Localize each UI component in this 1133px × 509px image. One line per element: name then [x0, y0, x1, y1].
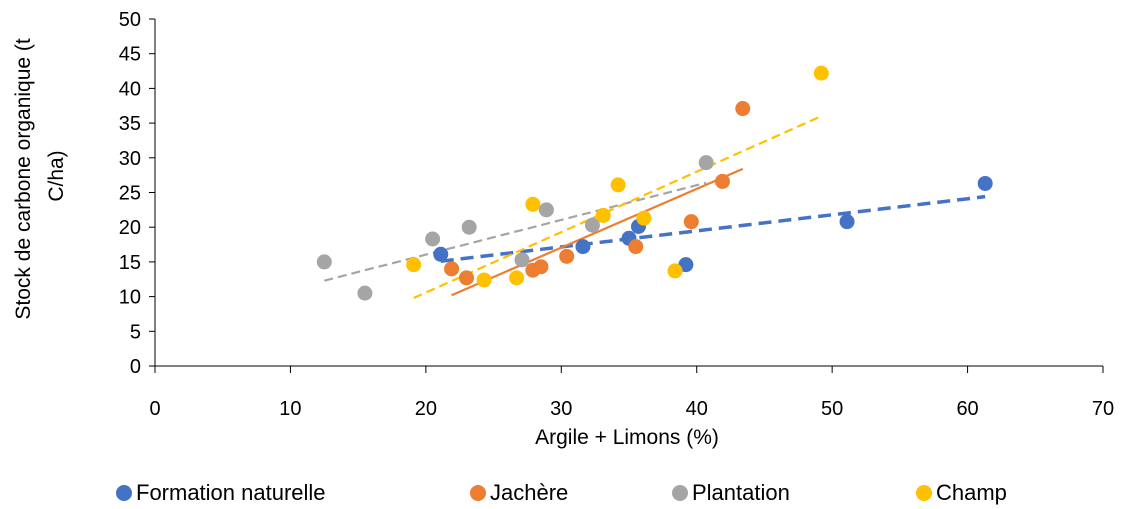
- point-jach-re: [628, 239, 644, 255]
- legend-item-formation-naturelle: Formation naturelle: [116, 480, 326, 505]
- point-formation-naturelle: [433, 246, 449, 262]
- point-champ: [595, 207, 611, 223]
- point-formation-naturelle: [575, 239, 591, 255]
- point-champ: [406, 257, 422, 273]
- point-jach-re: [683, 214, 699, 230]
- point-champ: [610, 177, 626, 193]
- x-axis-title: Argile + Limons (%): [535, 426, 719, 449]
- point-jach-re: [533, 259, 549, 275]
- point-plantation: [461, 219, 477, 235]
- point-jach-re: [458, 270, 474, 286]
- point-formation-naturelle: [839, 214, 855, 230]
- point-formation-naturelle: [977, 175, 993, 191]
- point-jach-re: [559, 248, 575, 264]
- legend-marker-champ: [916, 485, 932, 501]
- point-formation-naturelle: [678, 257, 694, 273]
- legend-item-jachere: Jachère: [470, 480, 568, 505]
- legend-item-plantation: Plantation: [672, 480, 790, 505]
- point-plantation: [584, 217, 600, 233]
- x-tick-label: 70: [1092, 398, 1114, 420]
- x-tick-label: 0: [149, 398, 160, 420]
- point-champ: [525, 196, 541, 212]
- y-tick-label: 5: [130, 321, 141, 343]
- legend-marker-plantation: [672, 485, 688, 501]
- axes: [149, 18, 1104, 373]
- point-champ: [813, 65, 829, 81]
- x-tick-label: 20: [415, 398, 437, 420]
- legend-marker-jachere: [470, 485, 486, 501]
- point-plantation: [357, 285, 373, 301]
- legend-label-plantation: Plantation: [692, 480, 790, 505]
- y-tick-label: 30: [119, 148, 141, 170]
- y-axis-title-line-1: Stock de carbone organique (t: [12, 38, 35, 320]
- point-champ: [636, 210, 652, 226]
- y-axis-title: Stock de carbone organique (t C/ha): [12, 32, 68, 319]
- x-tick-label: 50: [821, 398, 843, 420]
- y-axis-title-line-2: C/ha): [45, 150, 68, 201]
- tick-labels: 0 5 10 15 20 25 30 35 40 45 50 0 10 20 30 40 50 60 70: [119, 9, 1114, 420]
- y-tick-label: 50: [119, 9, 141, 31]
- legend-label-jachere: Jachère: [490, 480, 568, 505]
- y-tick-label: 25: [119, 183, 141, 205]
- point-plantation: [698, 155, 714, 171]
- point-plantation: [425, 231, 441, 247]
- x-tick-label: 40: [686, 398, 708, 420]
- trendlines: [324, 115, 986, 299]
- legend: Formation naturelle Jachère Plantation C…: [116, 480, 1007, 505]
- legend-label-champ: Champ: [936, 480, 1007, 505]
- y-tick-label: 20: [119, 217, 141, 239]
- point-plantation: [514, 252, 530, 268]
- trendline-jach-re: [451, 167, 744, 297]
- legend-marker-formation-naturelle: [116, 485, 132, 501]
- point-champ: [667, 263, 683, 279]
- trendline-champ: [413, 115, 822, 299]
- point-jach-re: [444, 261, 460, 277]
- data-points: [316, 65, 993, 301]
- y-tick-label: 45: [119, 44, 141, 66]
- x-tick-label: 60: [956, 398, 978, 420]
- x-tick-label: 10: [279, 398, 301, 420]
- y-tick-label: 15: [119, 252, 141, 274]
- y-tick-label: 40: [119, 78, 141, 100]
- point-jach-re: [735, 101, 751, 117]
- trendline-formation-naturelle: [440, 194, 986, 263]
- y-tick-label: 35: [119, 113, 141, 135]
- point-plantation: [538, 202, 554, 218]
- point-plantation: [316, 254, 332, 270]
- point-champ: [476, 272, 492, 288]
- point-jach-re: [714, 173, 730, 189]
- legend-label-formation-naturelle: Formation naturelle: [136, 480, 326, 505]
- legend-item-champ: Champ: [916, 480, 1007, 505]
- y-tick-label: 0: [130, 356, 141, 378]
- y-tick-label: 10: [119, 287, 141, 309]
- point-champ: [509, 270, 525, 286]
- x-tick-label: 30: [550, 398, 572, 420]
- trendline-plantation: [324, 181, 707, 282]
